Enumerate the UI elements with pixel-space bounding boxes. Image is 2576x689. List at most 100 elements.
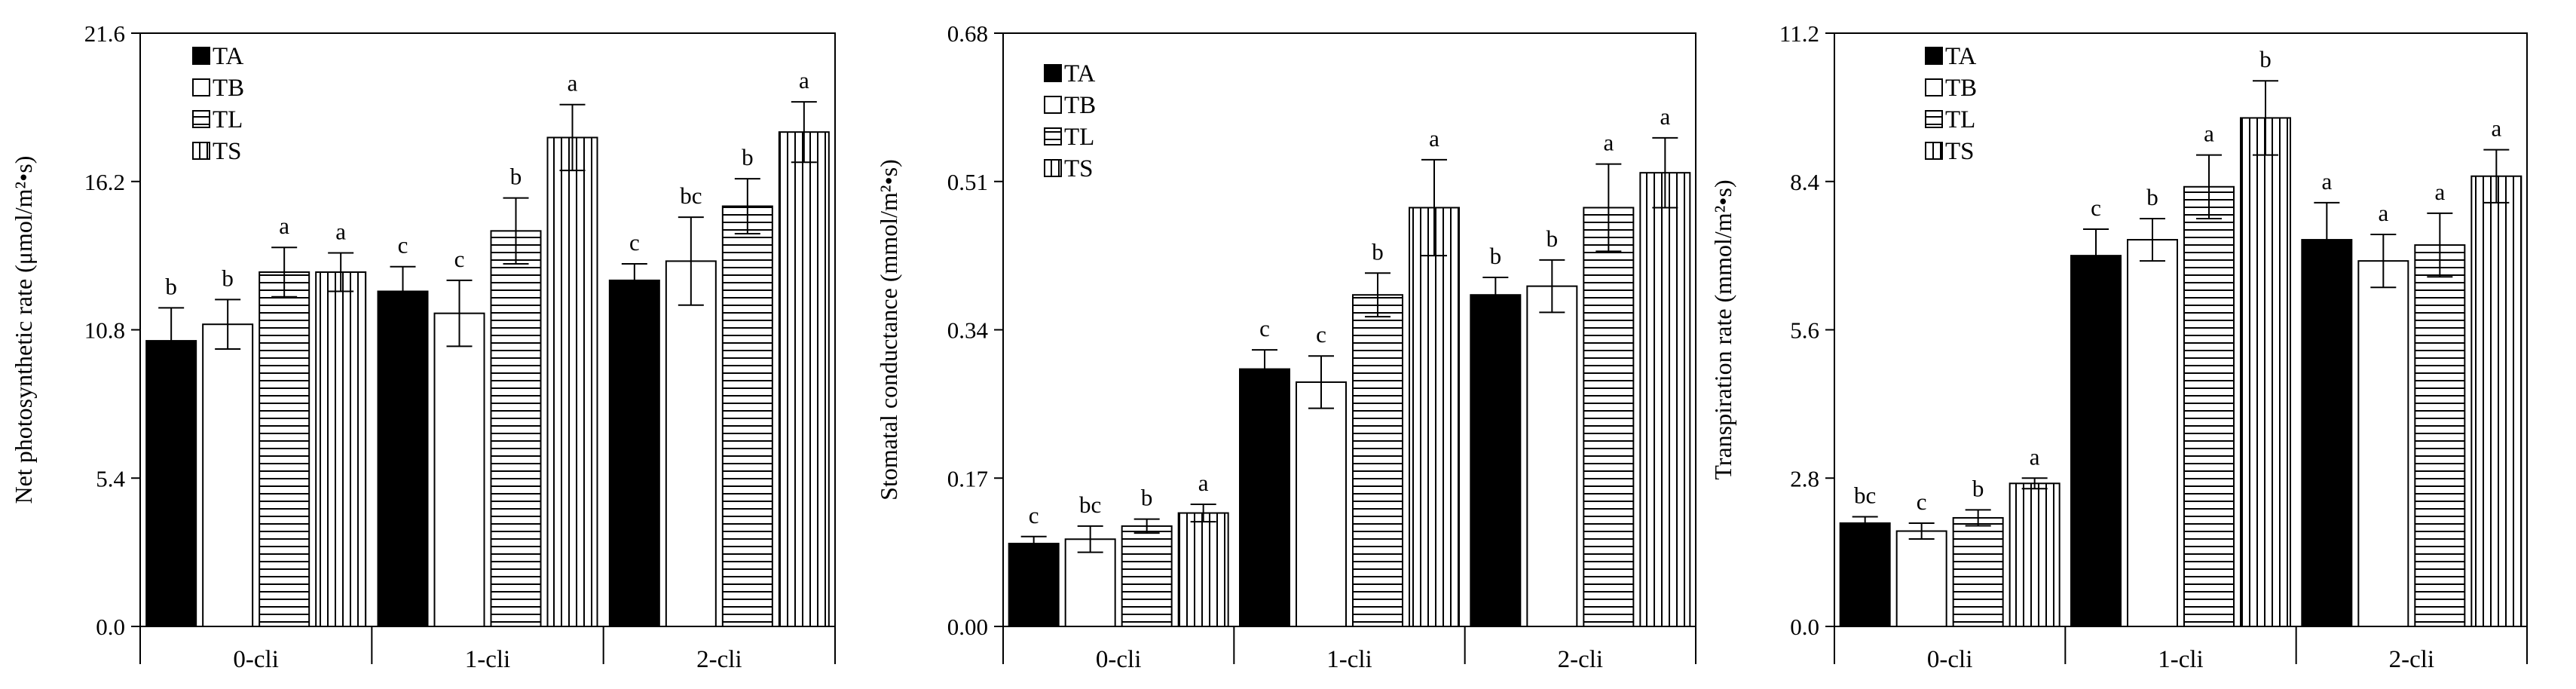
significance-letter: bc (1079, 491, 1101, 518)
legend-swatch (1925, 142, 1943, 160)
bar (202, 323, 254, 627)
bar (1239, 368, 1290, 627)
legend-swatch (1925, 78, 1943, 96)
y-tick-label: 0.34 (947, 317, 989, 344)
bar (1470, 294, 1522, 627)
significance-letter: b (1141, 485, 1153, 511)
x-category-label: 2-cli (696, 646, 742, 673)
legend-swatch (1925, 47, 1943, 65)
bar (1121, 525, 1173, 627)
y-tick-label: 16.2 (84, 169, 125, 195)
bar (490, 230, 542, 628)
y-tick-label: 2.8 (1790, 465, 1819, 491)
legend-swatch (1925, 110, 1943, 128)
bar (778, 131, 830, 627)
bar (1895, 530, 1947, 628)
bar (1352, 294, 1403, 627)
significance-letter: c (454, 246, 465, 272)
significance-letter: b (165, 273, 177, 299)
legend-swatch (1044, 96, 1062, 114)
significance-letter: a (2378, 200, 2388, 226)
significance-letter: c (1029, 502, 1039, 528)
bar (1583, 207, 1635, 627)
legend-label: TS (1064, 155, 1094, 182)
bar (2008, 482, 2060, 628)
significance-letter: a (1198, 470, 1209, 496)
bar (2357, 260, 2409, 627)
x-category-label: 0-cli (1096, 646, 1141, 673)
significance-letter: a (1429, 125, 1439, 152)
bar (608, 279, 660, 627)
bar (721, 205, 773, 627)
y-tick-label: 0.0 (1790, 614, 1819, 640)
significance-letter: a (335, 218, 346, 244)
significance-letter: a (2030, 443, 2040, 470)
bar (1008, 543, 1060, 627)
y-tick-label: 5.6 (1790, 317, 1819, 344)
y-axis-label: Net photosynthetic rate (μmol/m²•s) (10, 156, 37, 504)
significance-letter: b (510, 164, 522, 190)
bar (377, 290, 429, 627)
y-axis-label: Stomatal conductance (mmol/m²•s) (875, 159, 902, 501)
legend-swatch (1044, 127, 1062, 145)
bar (1296, 381, 1347, 627)
x-category-label: 1-cli (1326, 646, 1372, 673)
significance-letter: c (629, 229, 640, 256)
bar (315, 271, 367, 627)
bar (1839, 522, 1891, 627)
bar (1952, 516, 2004, 627)
bar (1526, 285, 1578, 627)
significance-letter: a (2321, 168, 2332, 194)
bar (546, 136, 598, 628)
y-tick-label: 5.4 (96, 465, 125, 491)
y-tick-label: 0.0 (96, 614, 125, 640)
y-tick-label: 11.2 (1779, 20, 1819, 47)
significance-letter: b (2259, 46, 2272, 72)
x-category-label: 0-cli (233, 646, 278, 673)
bar (2301, 239, 2353, 628)
bar (2127, 239, 2178, 628)
bar (2240, 117, 2291, 627)
significance-letter: a (2204, 121, 2214, 147)
significance-letter: a (568, 70, 578, 96)
bar (433, 312, 485, 627)
legend-label: TB (213, 75, 244, 102)
significance-letter: bc (680, 182, 702, 209)
legend-label: TA (1945, 43, 1977, 70)
legend-label: TB (1064, 92, 1096, 119)
y-tick-label: 8.4 (1790, 169, 1819, 195)
bar (1064, 538, 1116, 627)
significance-letter: b (1490, 243, 1502, 269)
panel-transpiration-rate: 0.0 2.8 5.6 8.4 11.2 0-cli 1-cli 2-cli bc c b a c b a b… (1709, 20, 2528, 673)
bar (665, 260, 717, 627)
y-tick-label: 10.8 (84, 317, 125, 344)
panel-net-photosynthetic-rate: 0.0 5.4 10.8 16.2 21.6 0-cli 1-cli 2-cli b b a a c c b… (10, 20, 836, 673)
legend-label: TA (1064, 60, 1096, 87)
significance-letter: a (1660, 103, 1670, 130)
significance-letter: b (2146, 184, 2158, 210)
significance-letter: bc (1854, 482, 1876, 509)
legend-label: TB (1945, 75, 1977, 102)
significance-letter: c (1316, 321, 1326, 348)
significance-letter: a (2434, 179, 2445, 205)
y-tick-label: 0.51 (947, 169, 988, 195)
legend-label: TS (1945, 138, 1975, 165)
bar (145, 340, 197, 627)
significance-letter: b (1372, 238, 1384, 265)
bar (2414, 244, 2466, 627)
significance-letter: a (2491, 115, 2501, 142)
x-category-label: 0-cli (1927, 646, 1972, 673)
significance-letter: b (222, 265, 234, 291)
legend-swatch (1044, 64, 1062, 82)
significance-letter: c (1259, 315, 1270, 341)
x-category-label: 1-cli (2158, 646, 2203, 673)
y-tick-label: 0.17 (947, 465, 988, 491)
legend-label: TL (1945, 106, 1975, 133)
significance-letter: c (1917, 488, 1927, 515)
significance-letter: c (2091, 194, 2101, 221)
legend-label: TS (213, 138, 242, 165)
y-tick-label: 21.6 (84, 20, 125, 47)
legend-swatch (1044, 159, 1062, 177)
bar (1639, 172, 1691, 628)
